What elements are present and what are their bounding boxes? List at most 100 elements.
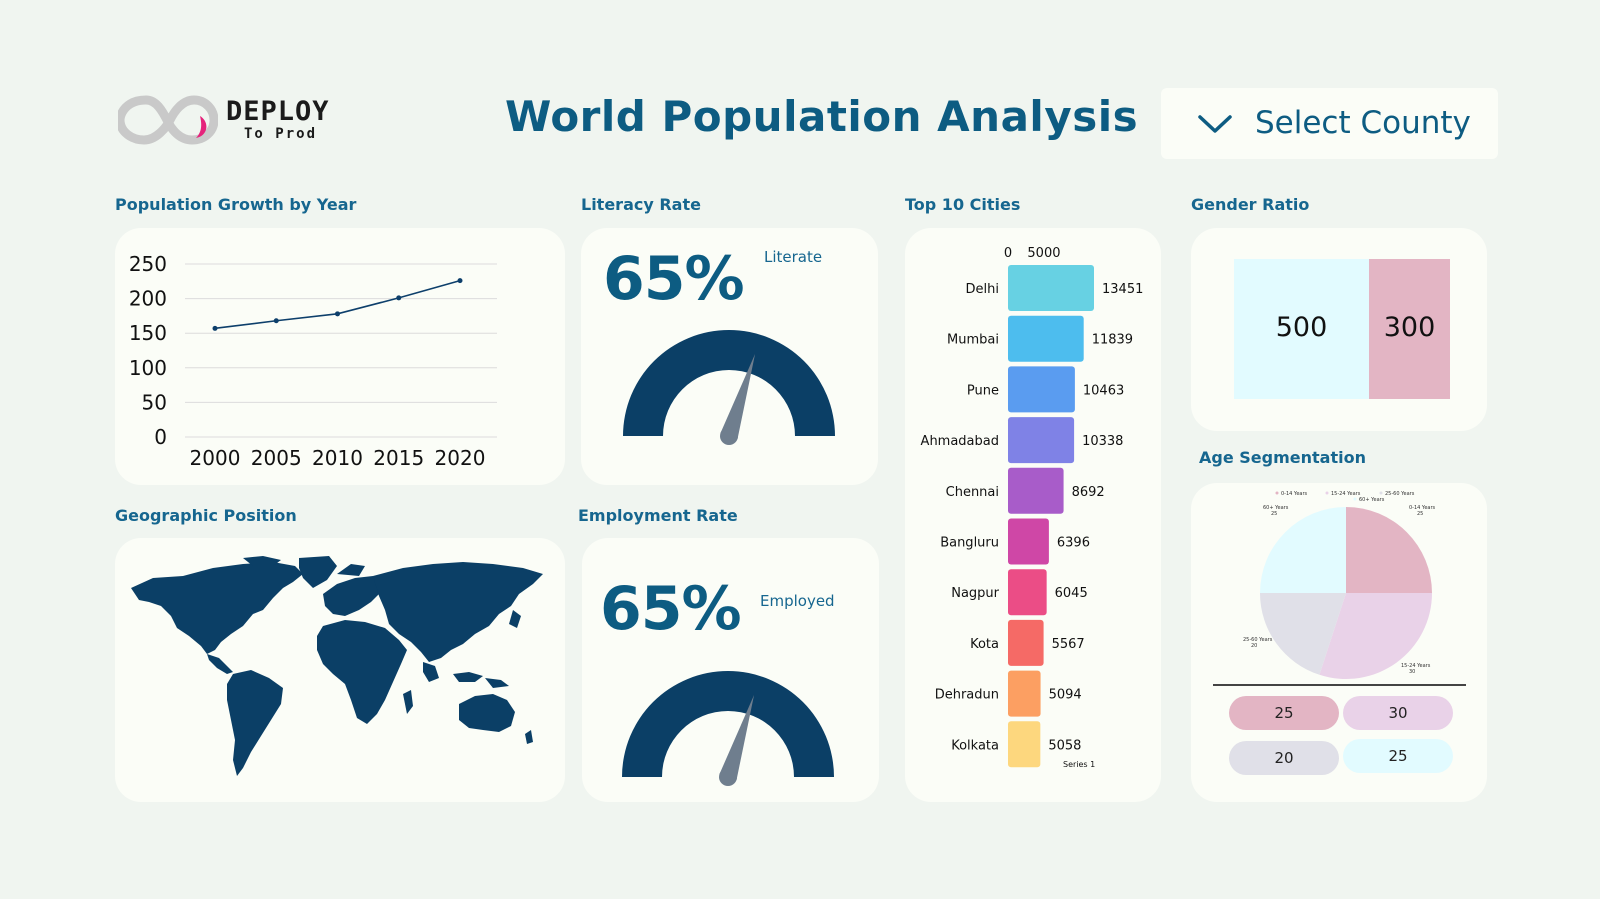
data-point xyxy=(335,311,340,317)
x-tick-label: 2010 xyxy=(312,446,363,470)
city-value-label: 5567 xyxy=(1052,637,1085,652)
x-tick-label: 2005 xyxy=(251,446,302,470)
x-tick-label: 2020 xyxy=(435,446,486,470)
city-label: Delhi xyxy=(966,282,999,297)
pie-slice-value: 20 xyxy=(1251,643,1257,649)
city-label: Mumbai xyxy=(947,333,999,348)
gender-male-box xyxy=(1234,259,1369,399)
logo xyxy=(115,92,219,148)
pie-slice-label: 25-60 Years xyxy=(1243,637,1273,643)
pie-slice-label: 0-14 Years xyxy=(1409,505,1436,511)
city-value-label: 5094 xyxy=(1049,688,1082,703)
pie-slice-value: 30 xyxy=(1409,669,1415,675)
select-county-label: Select County xyxy=(1255,105,1471,141)
pie-slice xyxy=(1260,507,1346,593)
city-bar xyxy=(1008,467,1064,514)
employment-gauge xyxy=(622,671,834,786)
top-cities-card: 0 5000 Delhi 13451 Mumbai 11839 Pune 10463 Ahmad… xyxy=(905,228,1161,802)
literacy-gauge xyxy=(623,330,835,445)
needle-shape xyxy=(719,695,755,780)
city-label: Kota xyxy=(970,637,999,652)
chevron-down-icon xyxy=(1198,115,1232,133)
city-label: Pune xyxy=(967,383,999,398)
gender-female-box xyxy=(1369,259,1450,399)
population-growth-card: 0 50 100 150 200 250 2000 2005 2010 2015 2020 xyxy=(115,228,565,485)
y-tick-label: 50 xyxy=(142,390,167,414)
city-label: Bangluru xyxy=(940,536,999,551)
literacy-card: 65% Literate xyxy=(581,228,878,485)
city-bar xyxy=(1008,366,1075,413)
employment-gauge-arc xyxy=(622,671,834,777)
city-bar xyxy=(1008,518,1049,565)
y-tick-label: 0 xyxy=(154,425,167,449)
gender-card: 500 300 xyxy=(1191,228,1487,431)
legend-swatch xyxy=(1353,497,1357,501)
top-cities-title: Top 10 Cities xyxy=(905,195,1021,214)
select-county-dropdown[interactable]: Select County xyxy=(1161,88,1498,159)
x-tick-label: 5000 xyxy=(1027,246,1060,261)
literacy-value: 65% xyxy=(603,244,745,314)
age-pill-25-60: 20 xyxy=(1229,741,1339,775)
gender-male-value: 500 xyxy=(1275,312,1328,343)
literacy-label: Literate xyxy=(764,248,823,266)
city-bar xyxy=(1008,569,1047,616)
geo-title: Geographic Position xyxy=(115,506,297,525)
top-cities-bar-chart: 0 5000 Delhi 13451 Mumbai 11839 Pune 10463 Ahmad… xyxy=(921,246,1144,769)
y-tick-label: 100 xyxy=(129,356,167,380)
city-label: Kolkata xyxy=(951,738,999,753)
pie-slice xyxy=(1346,507,1432,593)
logo-subtext: To Prod xyxy=(244,126,318,142)
x-tick-label: 2000 xyxy=(190,446,241,470)
employment-label: Employed xyxy=(760,592,835,610)
city-bar xyxy=(1008,417,1075,464)
data-point xyxy=(457,278,463,284)
city-bar xyxy=(1008,721,1041,768)
gender-title: Gender Ratio xyxy=(1191,195,1310,214)
y-tick-label: 250 xyxy=(129,252,167,276)
population-growth-title: Population Growth by Year xyxy=(115,195,357,214)
city-bar xyxy=(1008,670,1041,717)
age-title: Age Segmentation xyxy=(1199,448,1366,467)
page-title: World Population Analysis xyxy=(505,92,1139,141)
needle-hub xyxy=(720,427,738,445)
city-bar xyxy=(1008,619,1044,666)
x-tick-label: 0 xyxy=(1004,246,1012,261)
city-value-label: 11839 xyxy=(1092,333,1133,348)
needle-shape xyxy=(720,354,756,439)
pie-slice-value: 25 xyxy=(1417,511,1423,517)
age-pill-60-plus: 25 xyxy=(1343,739,1453,773)
x-tick-label: 2015 xyxy=(373,446,424,470)
literacy-gauge-arc xyxy=(623,330,835,436)
city-bar xyxy=(1008,315,1084,362)
geo-card xyxy=(115,538,565,802)
pie-slice-label: 60+ Years xyxy=(1263,505,1289,511)
pie-slice-label: 15-24 Years xyxy=(1401,663,1431,669)
legend-label: 0-14 Years xyxy=(1281,491,1308,497)
city-label: Dehradun xyxy=(935,688,999,703)
age-card: 0-14 Years 25 15-24 Years 30 25-60 Years 20 60… xyxy=(1191,483,1487,802)
employment-value: 65% xyxy=(600,574,742,644)
employment-card: 65% Employed xyxy=(582,538,879,802)
world-map xyxy=(131,556,543,776)
legend-swatch xyxy=(1379,491,1383,495)
population-series-line xyxy=(214,279,461,330)
city-value-label: 10338 xyxy=(1082,434,1123,449)
age-divider xyxy=(1213,684,1466,686)
legend-label: 15-24 Years xyxy=(1331,491,1361,497)
data-point xyxy=(273,318,279,324)
data-point xyxy=(212,325,218,331)
city-label: Nagpur xyxy=(951,586,999,601)
city-label: Chennai xyxy=(946,485,999,500)
legend-label: 60+ Years xyxy=(1359,497,1385,503)
population-line-chart: 0 50 100 150 200 250 2000 2005 2010 2015 2020 xyxy=(129,252,497,470)
literacy-gauge-needle xyxy=(720,354,756,445)
city-value-label: 13451 xyxy=(1102,282,1143,297)
legend-swatch xyxy=(1275,491,1279,495)
city-value-label: 5058 xyxy=(1048,738,1081,753)
needle-hub xyxy=(719,768,737,786)
legend-label: 25-60 Years xyxy=(1385,491,1415,497)
data-point xyxy=(396,295,402,301)
y-tick-label: 150 xyxy=(129,321,167,345)
employment-gauge-needle xyxy=(719,695,755,786)
